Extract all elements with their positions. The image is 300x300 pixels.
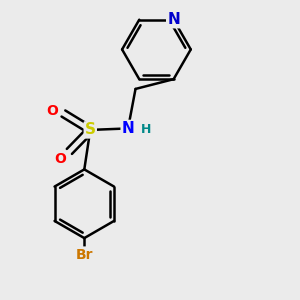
Text: O: O [55, 152, 66, 166]
Text: S: S [85, 122, 96, 137]
Text: Br: Br [76, 248, 93, 262]
Text: N: N [167, 12, 180, 27]
Text: H: H [141, 123, 151, 136]
Text: O: O [46, 104, 58, 118]
Text: N: N [122, 121, 134, 136]
